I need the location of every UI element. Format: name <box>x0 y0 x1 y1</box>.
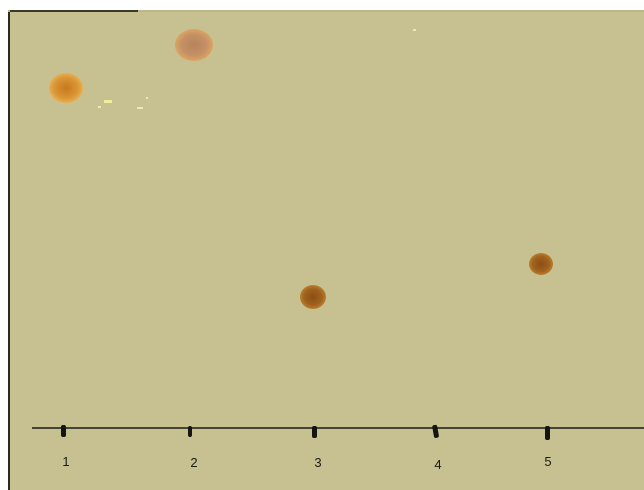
origin-mark-lane-4 <box>432 424 439 438</box>
speck <box>146 97 148 99</box>
lane-label-4: 4 <box>434 457 442 472</box>
spot-lane-5 <box>529 253 553 275</box>
tlc-plate <box>8 12 644 490</box>
speck <box>104 100 112 103</box>
origin-mark-lane-2 <box>188 426 192 437</box>
origin-mark-lane-3 <box>312 426 317 438</box>
spot-lane-2 <box>175 29 213 61</box>
lane-label-1: 1 <box>62 454 70 469</box>
speck <box>98 106 101 108</box>
spot-lane-3 <box>300 285 326 309</box>
lane-label-2: 2 <box>190 455 198 470</box>
lane-label-5: 5 <box>544 454 552 469</box>
speck <box>137 107 143 109</box>
plate-top-edge <box>8 10 644 13</box>
origin-mark-lane-5 <box>545 426 550 440</box>
spot-lane-1 <box>49 73 83 103</box>
speck <box>413 29 416 31</box>
lane-label-3: 3 <box>314 455 322 470</box>
plate-top-edge-dark <box>10 10 138 13</box>
origin-mark-lane-1 <box>61 425 66 437</box>
